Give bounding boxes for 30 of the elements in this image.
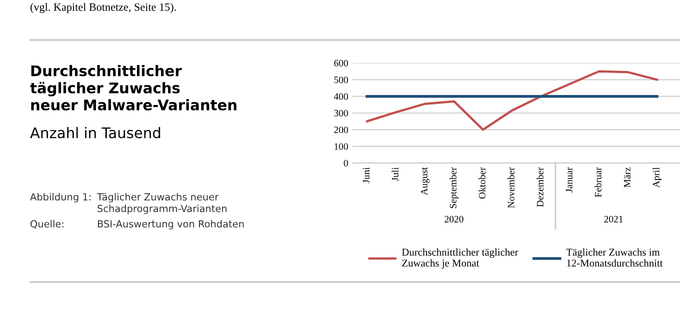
x-tick-label: Juli: [392, 167, 398, 182]
x-tick-label: Dezember: [536, 167, 544, 207]
text: 2021: [604, 216, 623, 222]
text: (vgl. Kapitel Botnetze, Seite 15).: [30, 3, 176, 14]
y-tick-label: 400: [334, 93, 348, 100]
text: Abbildung 1:: [30, 193, 90, 202]
y-tick-label: 600: [334, 60, 348, 66]
x-tick-label: August: [420, 167, 430, 196]
legend-label: Täglicher Zuwachs im 12-Monatsdurchschnitt: [566, 248, 663, 267]
x-tick-label: März: [624, 167, 630, 188]
x-tick-label: September: [450, 167, 458, 208]
x-tick-label: Februar: [594, 167, 602, 198]
y-tick-label: 500: [334, 76, 348, 84]
source-note: Quelle:: [30, 220, 64, 229]
text: Durchschnittlicher täglicher Zuwachs neuer Malware-Varianten: [30, 65, 236, 110]
x-tick-label: Januar: [566, 167, 572, 192]
y-tick-label: 100: [334, 143, 348, 150]
x-tick-label: November: [508, 167, 514, 208]
text: Anzahl in Tausend: [30, 127, 160, 138]
y-tick-label: 300: [334, 110, 348, 116]
x-tick-label: Oktober: [478, 167, 486, 199]
text: 2020: [444, 216, 464, 222]
x-tick-label: Juni: [362, 167, 370, 184]
y-tick-label: 200: [334, 126, 348, 134]
text: Täglicher Zuwachs neuer Schadprogramm-Varianten: [96, 193, 227, 214]
legend-label: Durchschnittlicher täglicher Zuwachs je Monat: [402, 248, 518, 269]
y-tick-label: 0: [344, 160, 348, 166]
line-series: [366, 70, 658, 131]
text: BSI-Auswertung von Rohdaten: [98, 220, 244, 230]
x-tick-label: April: [652, 167, 662, 188]
